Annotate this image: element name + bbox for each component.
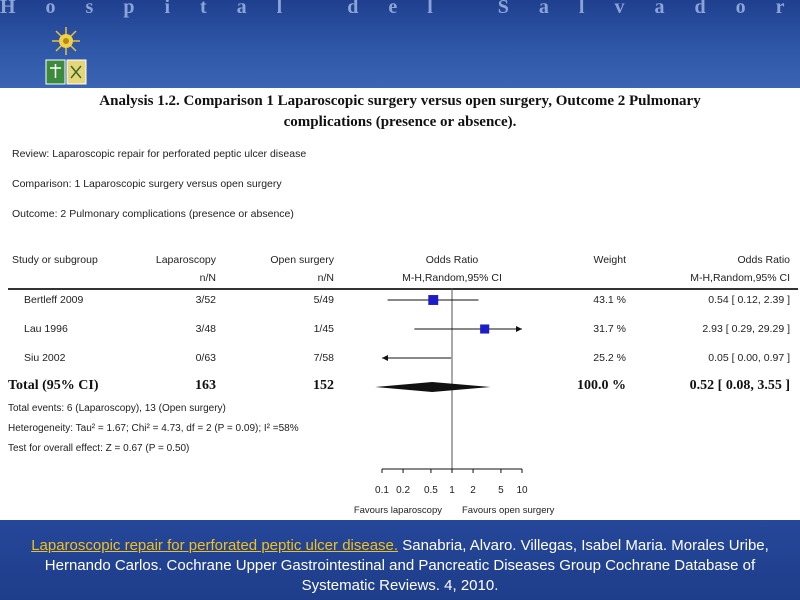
x-tick-label: 1 — [449, 485, 455, 496]
lap-events: 0/63 — [195, 352, 216, 364]
col-open-header: Open surgery — [270, 254, 334, 266]
forest-plot: 0.1 0.2 0.5 1 2 5 10 Favours laparoscopy Favours… — [354, 288, 555, 516]
analysis-title: Analysis 1.2. Comparison 1 Laparoscopic … — [20, 91, 780, 133]
study-weight: 43.1 % — [593, 294, 626, 306]
x-tick-label: 0.5 — [424, 485, 438, 496]
open-events: 5/49 — [313, 294, 334, 306]
total-label: Total (95% CI) — [8, 378, 99, 393]
open-events: 1/45 — [313, 323, 334, 335]
footer-banner: Laparoscopic repair for perforated pepti… — [0, 520, 800, 600]
study-marker — [428, 295, 439, 305]
study-name: Lau 1996 — [24, 323, 68, 335]
col-open-sub: n/N — [317, 272, 334, 284]
total-lap: 163 — [195, 378, 216, 393]
study-ci: 2.93 [ 0.29, 29.29 ] — [702, 323, 790, 335]
forest-plot-figure: Analysis 1.2. Comparison 1 Laparoscopic … — [0, 88, 800, 520]
favours-left-label: Favours laparoscopy — [354, 505, 442, 516]
col-weight-header: Weight — [593, 254, 627, 266]
col-study-header: Study or subgroup — [12, 254, 98, 266]
total-open: 152 — [313, 378, 334, 393]
analysis-title-line1: Analysis 1.2. Comparison 1 Laparoscopic … — [99, 93, 701, 109]
review-line: Review: Laparoscopic repair for perforat… — [12, 148, 307, 160]
x-tick-label: 0.1 — [375, 485, 389, 496]
study-weight: 31.7 % — [593, 323, 626, 335]
heterogeneity: Heterogeneity: Tau² = 1.67; Chi² = 4.73,… — [8, 423, 299, 434]
total-weight: 100.0 % — [577, 378, 626, 393]
col-or2-sub: M-H,Random,95% CI — [690, 272, 790, 284]
overall-effect: Test for overall effect: Z = 0.67 (P = 0… — [8, 443, 190, 454]
comparison-line: Comparison: 1 Laparoscopic surgery versu… — [12, 178, 282, 190]
x-tick-label: 0.2 — [396, 485, 410, 496]
total-events: Total events: 6 (Laparoscopy), 13 (Open … — [8, 403, 226, 414]
study-ci: 0.54 [ 0.12, 2.39 ] — [708, 294, 790, 306]
col-or2-header: Odds Ratio — [737, 254, 790, 266]
header-banner: Hospital del Salvador — [0, 0, 800, 88]
ci-arrow-right — [516, 326, 522, 332]
study-weight: 25.2 % — [593, 352, 626, 364]
study-name: Siu 2002 — [24, 352, 66, 364]
x-tick-label: 10 — [516, 485, 528, 496]
ci-arrow-left — [382, 355, 388, 361]
hospital-emblem-icon — [45, 27, 87, 85]
lap-events: 3/52 — [195, 294, 216, 306]
citation-text: Sanabria, Alvaro. Villegas, Isabel Maria… — [44, 537, 769, 594]
header-rule — [8, 288, 798, 290]
study-marker — [480, 324, 490, 334]
col-or-sub: M-H,Random,95% CI — [402, 272, 502, 284]
study-name: Bertleff 2009 — [24, 294, 84, 306]
total-ci: 0.52 [ 0.08, 3.55 ] — [689, 378, 790, 393]
x-tick-label: 5 — [498, 485, 504, 496]
col-lap-header: Laparoscopy — [155, 254, 216, 266]
study-ci: 0.05 [ 0.00, 0.97 ] — [708, 352, 790, 364]
pooled-diamond — [375, 382, 491, 392]
outcome-line: Outcome: 2 Pulmonary complications (pres… — [12, 208, 294, 220]
analysis-title-line2: complications (presence or absence). — [283, 114, 517, 130]
col-or-header: Odds Ratio — [425, 254, 479, 266]
x-tick-label: 2 — [470, 485, 476, 496]
open-events: 7/58 — [313, 352, 334, 364]
col-lap-sub: n/N — [199, 272, 216, 284]
citation-link[interactable]: Laparoscopic repair for perforated pepti… — [31, 537, 399, 554]
citation: Laparoscopic repair for perforated pepti… — [10, 536, 790, 596]
favours-right-label: Favours open surgery — [462, 505, 555, 516]
hospital-name: Hospital del Salvador — [0, 0, 800, 18]
lap-events: 3/48 — [195, 323, 216, 335]
